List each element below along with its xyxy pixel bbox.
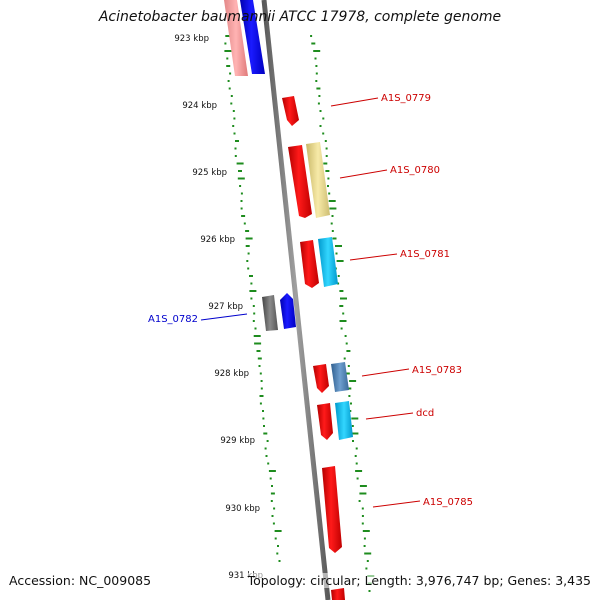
gene-label-dcd[interactable]: dcd bbox=[416, 408, 434, 419]
gene-feature-dcd-cyan bbox=[335, 401, 353, 440]
gene-label-a1s-0779[interactable]: A1S_0779 bbox=[381, 93, 431, 104]
ruler-label-930: 930 kbp bbox=[225, 504, 260, 514]
gene-feature-a1s-0780 bbox=[288, 145, 312, 218]
gene-feature-a1s-0779 bbox=[282, 96, 299, 126]
gene-feature-a1s-0780-yellow bbox=[306, 142, 330, 218]
gene-feature-pink bbox=[224, 0, 248, 76]
gene-features bbox=[224, 0, 353, 600]
map-title: Acinetobacter baumannii ATCC 17978, comp… bbox=[98, 9, 502, 25]
gene-feature-a1s-0785 bbox=[322, 466, 342, 553]
accession-label: Accession: NC_009085 bbox=[9, 573, 152, 588]
gene-feature-bottom bbox=[331, 588, 345, 600]
gc-track-inner bbox=[224, 35, 282, 562]
gene-feature-a1s-0781 bbox=[300, 240, 319, 288]
gene-feature-a1s-0783-steel bbox=[331, 362, 349, 392]
gene-label-a1s-0782[interactable]: A1S_0782 bbox=[148, 314, 198, 325]
gene-feature-a1s-0782-gray bbox=[262, 295, 278, 331]
gene-feature-a1s-0783 bbox=[313, 364, 329, 393]
gene-feature-dcd bbox=[317, 403, 333, 440]
ruler-label-929: 929 kbp bbox=[220, 436, 255, 446]
ruler-label-927: 927 kbp bbox=[208, 302, 243, 312]
gene-label-a1s-0780[interactable]: A1S_0780 bbox=[390, 165, 440, 176]
ruler-label-923: 923 kbp bbox=[174, 34, 209, 44]
ruler-label-931: 931 kbp bbox=[228, 571, 263, 581]
gene-feature-blue bbox=[240, 0, 265, 74]
gene-labels: A1S_0779 A1S_0780 A1S_0781 A1S_0782 A1S_… bbox=[148, 93, 473, 508]
genome-backbone bbox=[261, 0, 331, 600]
gene-feature-a1s-0781-cyan bbox=[318, 237, 338, 287]
ruler-label-928: 928 kbp bbox=[214, 369, 249, 379]
gene-feature-a1s-0782 bbox=[280, 293, 296, 329]
topology-label: Topology: circular; Length: 3,976,747 bp… bbox=[247, 573, 591, 588]
ruler-label-924: 924 kbp bbox=[182, 101, 217, 111]
gene-label-a1s-0785[interactable]: A1S_0785 bbox=[423, 497, 473, 508]
ruler: 923 kbp 924 kbp 925 kbp 926 kbp 927 kbp … bbox=[174, 34, 263, 581]
gene-label-a1s-0781[interactable]: A1S_0781 bbox=[400, 249, 450, 260]
gene-label-a1s-0783[interactable]: A1S_0783 bbox=[412, 365, 462, 376]
ruler-label-926: 926 kbp bbox=[200, 235, 235, 245]
ruler-label-925: 925 kbp bbox=[192, 168, 227, 178]
